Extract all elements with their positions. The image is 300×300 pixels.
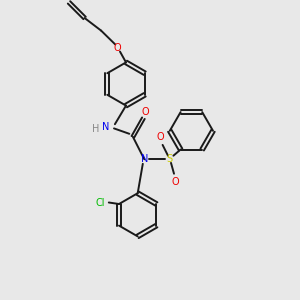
Text: O: O: [142, 107, 150, 117]
Text: O: O: [114, 43, 122, 53]
Text: N: N: [141, 154, 148, 164]
Text: Cl: Cl: [96, 197, 105, 208]
Text: O: O: [171, 177, 179, 187]
Text: O: O: [157, 131, 165, 142]
Text: S: S: [167, 154, 173, 164]
Text: H: H: [92, 124, 100, 134]
Text: N: N: [102, 122, 110, 132]
